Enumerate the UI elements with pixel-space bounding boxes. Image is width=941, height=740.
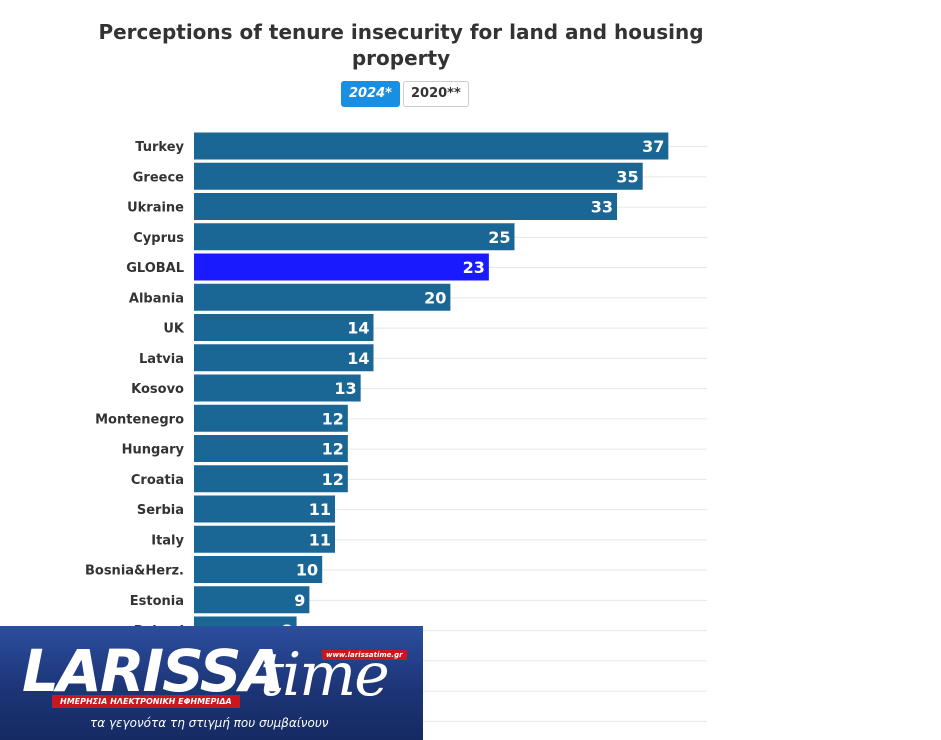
value-label: 33 (591, 198, 613, 217)
bar-row: 37 Turkey (135, 132, 707, 160)
value-label: 35 (616, 167, 638, 186)
value-label: 10 (296, 561, 318, 580)
category-label: Montenegro (95, 412, 184, 427)
value-label: 12 (322, 409, 344, 428)
bar[interactable] (194, 374, 361, 402)
bar[interactable] (194, 465, 348, 493)
larissatime-logo-overlay: LARISSA time www.larissatime.gr ΗΜΕΡΗΣΙΑ… (0, 626, 423, 740)
chart-title: Perceptions of tenure insecurity for lan… (98, 20, 704, 70)
bar-row: 14 Latvia (139, 344, 707, 372)
bar-row: 12 Croatia (131, 465, 707, 493)
bar[interactable] (194, 223, 515, 251)
category-label: Albania (129, 291, 184, 306)
logo-url: www.larissatime.gr (322, 650, 407, 660)
bar-row: 20 Albania (129, 283, 707, 311)
value-label: 14 (347, 349, 369, 368)
value-label: 11 (309, 530, 331, 549)
year-tabs: 2024* 2020** (341, 81, 472, 107)
bar-row: 14 UK (163, 314, 707, 341)
bar[interactable] (194, 586, 310, 614)
value-label: 23 (463, 258, 485, 277)
bar-row: 33 Ukraine (127, 193, 707, 220)
category-label: UK (163, 322, 185, 337)
category-label: Italy (151, 533, 184, 548)
bar[interactable] (194, 435, 348, 462)
value-label: 12 (322, 440, 344, 459)
bar[interactable] (194, 314, 374, 341)
bar[interactable] (194, 525, 336, 553)
logo-tagline: ΗΜΕΡΗΣΙΑ ΗΛΕΚΤΡΟΝΙΚΗ ΕΦΗΜΕΡΙΔΑ (52, 695, 240, 708)
bar-row: 11 Serbia (137, 495, 707, 523)
value-label: 9 (294, 591, 305, 610)
value-label: 37 (642, 137, 664, 156)
category-label: Serbia (137, 503, 184, 518)
bar-row: 35 Greece (133, 162, 707, 190)
bar[interactable] (194, 344, 374, 372)
category-label: GLOBAL (126, 261, 184, 276)
bar[interactable] (194, 283, 451, 311)
category-label: Estonia (130, 594, 184, 609)
bar[interactable] (194, 556, 323, 583)
bar-row: 23 GLOBAL (126, 253, 707, 281)
value-label: 11 (309, 500, 331, 519)
category-label: Ukraine (127, 201, 184, 216)
category-label: Bosnia&Herz. (85, 564, 184, 579)
tab-2024[interactable]: 2024* (341, 81, 400, 107)
bar[interactable] (194, 253, 489, 281)
bar[interactable] (194, 404, 348, 432)
value-label: 12 (322, 470, 344, 489)
bar[interactable] (194, 495, 336, 523)
category-label: Greece (133, 170, 184, 185)
value-label: 25 (488, 228, 510, 247)
bar-row: 12 Hungary (122, 435, 707, 462)
bar[interactable] (194, 193, 618, 220)
value-label: 20 (424, 288, 446, 307)
category-label: Hungary (122, 443, 185, 458)
bar-row: 9 Estonia (130, 586, 707, 614)
category-label: Cyprus (133, 231, 184, 246)
category-label: Croatia (131, 473, 184, 488)
category-label: Turkey (135, 140, 184, 155)
bar-row: 12 Montenegro (95, 404, 707, 432)
bar[interactable] (194, 132, 669, 160)
category-label: Kosovo (131, 382, 184, 397)
tab-2020[interactable]: 2020** (402, 81, 469, 107)
bar-row: 10 Bosnia&Herz. (85, 556, 707, 583)
value-label: 14 (347, 319, 369, 338)
bar[interactable] (194, 162, 643, 190)
logo-slogan: τα γεγονότα τη στιγμή που συμβαίνουν (90, 716, 329, 730)
category-label: Latvia (139, 352, 184, 367)
bar-row: 25 Cyprus (133, 223, 707, 251)
bar-row: 13 Kosovo (131, 374, 707, 402)
logo-brand-left: LARISSA (22, 637, 284, 705)
value-label: 13 (334, 379, 356, 398)
bar-row: 11 Italy (151, 525, 707, 553)
